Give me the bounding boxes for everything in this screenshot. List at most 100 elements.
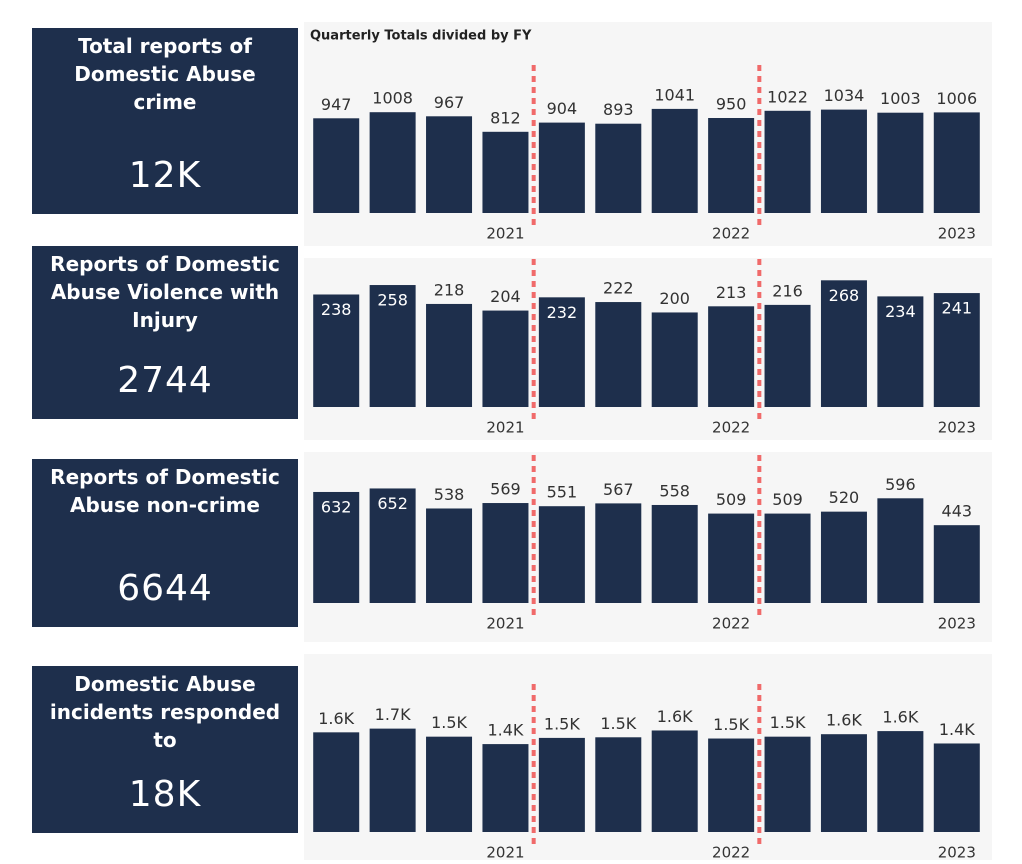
kpi-label: Reports of Domestic Abuse non-crime — [50, 465, 280, 517]
kpi-card: Total reports of Domestic Abuse crime 12K — [32, 28, 298, 214]
bar — [877, 731, 924, 832]
data-label: 538 — [434, 485, 465, 504]
bar — [426, 736, 473, 832]
bar — [877, 296, 924, 407]
x-tick-label: 2023 — [938, 615, 976, 633]
data-label: 632 — [321, 497, 352, 516]
bar — [708, 118, 755, 213]
data-label: 509 — [772, 490, 803, 509]
data-label: 218 — [434, 280, 465, 299]
bar — [820, 734, 867, 832]
data-label: 1.6K — [657, 707, 693, 726]
bar — [482, 744, 529, 832]
bar — [820, 511, 867, 603]
data-label: 1.4K — [939, 720, 975, 739]
bar — [595, 302, 642, 407]
data-label: 238 — [321, 300, 352, 319]
data-label: 1.4K — [487, 721, 523, 740]
bar — [764, 736, 811, 832]
bar — [595, 123, 642, 213]
kpi-label: Total reports of Domestic Abuse crime — [74, 34, 256, 114]
data-label: 241 — [942, 299, 973, 318]
bar — [595, 503, 642, 603]
bar — [933, 293, 980, 407]
chart-panel — [304, 452, 992, 642]
data-label: 950 — [716, 95, 747, 114]
data-label: 234 — [885, 302, 916, 321]
data-label: 652 — [377, 494, 408, 513]
bar — [651, 730, 698, 832]
kpi-label: Domestic Abuse incidents responded to — [49, 672, 281, 752]
data-label: 268 — [829, 286, 860, 305]
bar — [369, 112, 416, 213]
x-tick-label: 2022 — [712, 615, 750, 633]
chart-panel — [304, 258, 992, 440]
bar — [482, 131, 529, 213]
kpi-value: 12K — [128, 155, 202, 196]
x-tick-label: 2023 — [938, 225, 976, 243]
data-label: 967 — [434, 93, 465, 112]
kpi-value: 18K — [128, 774, 202, 815]
data-label: 812 — [490, 108, 521, 127]
data-label: 558 — [659, 481, 690, 500]
data-label: 1.7K — [375, 705, 411, 724]
x-tick-label: 2022 — [712, 419, 750, 437]
x-tick-label: 2022 — [712, 225, 750, 243]
bar — [764, 110, 811, 213]
bar — [482, 503, 529, 603]
bar — [708, 513, 755, 603]
bar — [426, 508, 473, 603]
data-label: 904 — [547, 99, 578, 118]
bar — [369, 728, 416, 832]
bar — [933, 525, 980, 603]
x-tick-label: 2023 — [938, 844, 976, 862]
data-label: 1.5K — [431, 713, 467, 732]
x-tick-label: 2022 — [712, 844, 750, 862]
data-label: 567 — [603, 480, 634, 499]
data-label: 222 — [603, 279, 634, 298]
kpi-card: Domestic Abuse incidents responded to 18K — [32, 666, 298, 833]
data-label: 1003 — [880, 89, 921, 108]
x-tick-label: 2021 — [486, 615, 524, 633]
bar — [764, 513, 811, 603]
data-label: 1022 — [767, 87, 808, 106]
bar — [313, 294, 360, 407]
kpi-card: Reports of Domestic Abuse Violence with … — [32, 246, 298, 419]
kpi-card: Reports of Domestic Abuse non-crime 6644 — [32, 459, 298, 627]
bar — [426, 303, 473, 407]
data-label: 1.5K — [600, 714, 636, 733]
bar — [313, 732, 360, 832]
kpi-value: 6644 — [117, 568, 213, 609]
data-label: 551 — [547, 483, 578, 502]
bar — [651, 504, 698, 603]
bar — [877, 112, 924, 213]
data-label: 596 — [885, 475, 916, 494]
bar — [538, 737, 585, 832]
data-label: 204 — [490, 287, 521, 306]
bar — [369, 488, 416, 603]
data-label: 509 — [716, 490, 747, 509]
bar — [313, 491, 360, 603]
bar — [651, 108, 698, 213]
bar — [426, 116, 473, 213]
data-label: 1.5K — [713, 715, 749, 734]
chart-title: Quarterly Totals divided by FY — [310, 29, 532, 44]
x-tick-label: 2023 — [938, 419, 976, 437]
bar — [820, 109, 867, 213]
bar — [820, 280, 867, 407]
bar — [595, 737, 642, 832]
data-label: 443 — [942, 502, 973, 521]
x-tick-label: 2021 — [486, 844, 524, 862]
data-label: 1008 — [372, 89, 413, 108]
data-label: 947 — [321, 95, 352, 114]
bar — [369, 285, 416, 407]
data-label: 1.5K — [770, 713, 806, 732]
data-label: 1041 — [654, 85, 695, 104]
data-label: 1.6K — [882, 708, 918, 727]
x-tick-label: 2021 — [486, 419, 524, 437]
bar — [538, 297, 585, 407]
bar — [651, 312, 698, 407]
data-label: 213 — [716, 283, 747, 302]
data-label: 200 — [659, 289, 690, 308]
